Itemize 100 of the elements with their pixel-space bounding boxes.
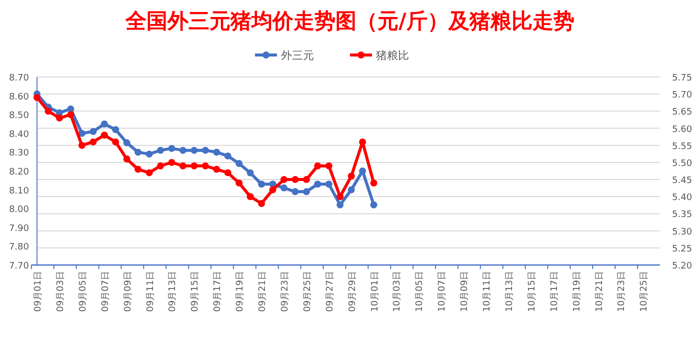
- point: [123, 156, 130, 163]
- legend-label: 外三元: [281, 49, 314, 62]
- y-tick-label: 8.40: [8, 130, 30, 140]
- x-tick-label: 10月21日: [594, 271, 605, 312]
- x-tick-label: 09月15日: [190, 271, 201, 312]
- x-tick-label: 09月27日: [325, 271, 336, 312]
- x-tick-label: 09月19日: [236, 271, 246, 312]
- x-tick-label: 10月01日: [370, 271, 380, 312]
- point: [236, 179, 243, 186]
- point: [348, 172, 355, 180]
- point: [213, 148, 220, 156]
- point: [336, 193, 344, 200]
- y2-tick-label: 5.75: [672, 74, 692, 84]
- point: [100, 120, 108, 128]
- point: [202, 146, 209, 154]
- x-tick-label: 10月09日: [460, 271, 470, 312]
- point: [325, 162, 332, 170]
- point: [34, 94, 41, 102]
- point: [168, 144, 176, 152]
- x-tick-label: 09月21日: [258, 271, 268, 312]
- x-tick-label: 09月01日: [34, 271, 44, 312]
- point: [314, 180, 322, 188]
- x-tick-label: 09月17日: [213, 271, 224, 312]
- x-tick-label: 10月17日: [550, 271, 560, 312]
- point: [67, 111, 74, 118]
- point: [359, 168, 366, 174]
- y2-tick-label: 5.30: [672, 227, 692, 238]
- point: [67, 105, 74, 112]
- y-tick-label: 8.00: [8, 205, 30, 216]
- point: [90, 128, 97, 136]
- x-tick-label: 10月03日: [392, 271, 403, 312]
- x-tick-label: 10月19日: [572, 271, 582, 312]
- point: [146, 169, 153, 176]
- point: [359, 138, 366, 146]
- point: [179, 146, 186, 154]
- point: [202, 162, 209, 170]
- x-tick-label: 09月25日: [302, 271, 313, 312]
- point: [236, 160, 243, 167]
- y2-tick-label: 5.65: [672, 108, 692, 118]
- y-tick-label: 7.70: [8, 262, 30, 272]
- x-tick-label: 10月15日: [527, 271, 538, 312]
- y-tick-label: 8.50: [8, 111, 30, 122]
- y-tick-label: 8.20: [8, 168, 30, 178]
- point: [156, 146, 164, 154]
- point: [90, 138, 97, 146]
- point: [314, 162, 322, 170]
- point: [336, 201, 344, 208]
- point: [370, 201, 378, 208]
- point: [269, 186, 276, 194]
- point: [78, 130, 86, 137]
- y-tick-label: 7.90: [8, 224, 30, 234]
- point: [302, 176, 310, 184]
- point: [302, 188, 310, 196]
- point: [258, 180, 266, 188]
- x-tick-label: 10月11日: [482, 271, 493, 312]
- point: [325, 180, 332, 188]
- point: [146, 150, 153, 158]
- point: [190, 146, 198, 154]
- point: [292, 176, 299, 184]
- point: [112, 126, 120, 134]
- y2-tick-label: 5.60: [672, 124, 692, 135]
- x-tick-label: 09月05日: [78, 271, 88, 312]
- x-tick-label: 09月13日: [168, 271, 178, 312]
- point: [224, 169, 232, 176]
- point: [246, 193, 254, 200]
- y2-tick-label: 5.50: [672, 158, 692, 169]
- point: [258, 200, 266, 207]
- y2-tick-label: 5.40: [672, 193, 692, 204]
- x-tick-label: 10月23日: [617, 271, 628, 312]
- chart-title: 全国外三元猪均价走势图（元/斤）及猪粮比走势: [124, 9, 574, 33]
- y2-tick-label: 5.25: [672, 244, 692, 254]
- point: [168, 158, 176, 166]
- point: [134, 148, 142, 156]
- x-tick-label: 09月23日: [280, 271, 290, 312]
- x-tick-label: 10月25日: [640, 271, 650, 312]
- y-tick-label: 8.30: [8, 148, 30, 159]
- y-tick-label: 8.10: [8, 186, 30, 196]
- y-tick-label: 8.60: [8, 92, 30, 102]
- point: [246, 169, 254, 176]
- point: [100, 132, 108, 139]
- x-tick-label: 09月29日: [348, 271, 358, 312]
- x-tick-label: 09月03日: [56, 271, 66, 312]
- y2-tick-label: 5.70: [672, 90, 692, 101]
- legend-label: 猪粮比: [376, 49, 409, 62]
- point: [280, 184, 288, 192]
- point: [370, 179, 378, 186]
- point: [56, 114, 63, 122]
- point: [78, 142, 86, 149]
- point: [112, 138, 120, 146]
- point: [190, 162, 198, 170]
- x-tick-label: 10月13日: [504, 271, 515, 312]
- y2-tick-label: 5.45: [672, 176, 692, 186]
- point: [213, 166, 220, 173]
- point: [292, 188, 299, 196]
- y2-tick-label: 5.20: [672, 262, 692, 272]
- y-tick-label: 8.70: [8, 74, 30, 84]
- point: [156, 162, 164, 170]
- x-tick-label: 10月07日: [438, 271, 448, 312]
- point: [134, 166, 142, 173]
- y-tick-label: 7.80: [8, 242, 30, 253]
